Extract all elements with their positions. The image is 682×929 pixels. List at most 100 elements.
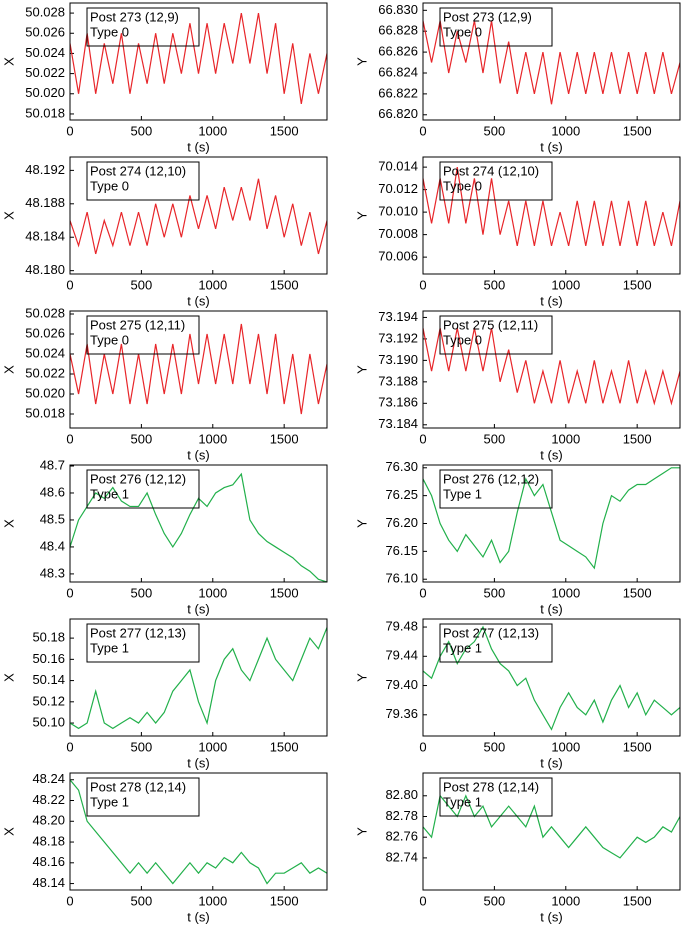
legend-text: Type 0 [443, 332, 482, 347]
x-tick-label: 500 [131, 123, 153, 138]
legend-text: Post 274 (12,10) [443, 163, 539, 178]
y-tick-label: 79.40 [385, 677, 418, 692]
legend-box [86, 623, 200, 663]
y-tick-label: 48.180 [25, 262, 65, 277]
legend-text: Type 1 [443, 486, 482, 501]
x-tick-label: 0 [66, 893, 73, 908]
y-tick-label: 73.184 [378, 416, 418, 431]
panel: 0 500 1000 1500 48.180 48.184 48.188 48.192 t (s… [1, 156, 328, 308]
legend-text: Type 0 [90, 178, 129, 193]
y-axis-label: Y [354, 519, 369, 528]
x-axis-label: t (s) [540, 601, 562, 616]
x-tick-label: 1000 [551, 585, 580, 600]
x-axis-label: t (s) [540, 293, 562, 308]
y-tick-label: 48.18 [32, 833, 65, 848]
x-tick-label: 0 [66, 739, 73, 754]
y-tick-label: 82.80 [385, 787, 418, 802]
x-tick-label: 500 [484, 739, 506, 754]
x-tick-label: 500 [484, 431, 506, 446]
legend-text: Type 1 [443, 640, 482, 655]
x-tick-label: 500 [484, 893, 506, 908]
x-tick-label: 1500 [623, 739, 652, 754]
x-tick-label: 1500 [623, 277, 652, 292]
x-tick-label: 500 [131, 893, 153, 908]
legend-box [86, 7, 200, 47]
x-tick-label: 0 [419, 585, 426, 600]
y-axis-label: X [1, 673, 16, 682]
y-tick-label: 48.184 [25, 229, 65, 244]
y-axis-label: X [1, 827, 16, 836]
y-tick-label: 73.194 [378, 309, 418, 324]
panel: 0 500 1000 1500 50.018 50.020 50.022 50.024 50.0… [1, 2, 328, 154]
y-tick-label: 66.828 [378, 23, 418, 38]
x-tick-label: 1500 [270, 739, 299, 754]
x-tick-label: 1500 [270, 585, 299, 600]
x-tick-label: 1000 [198, 123, 227, 138]
panel: 0 500 1000 1500 50.018 50.020 50.022 50.024 50.0… [1, 305, 328, 462]
y-tick-label: 48.188 [25, 195, 65, 210]
x-tick-label: 0 [66, 585, 73, 600]
plot-frame [69, 618, 328, 737]
x-tick-label: 500 [131, 585, 153, 600]
y-tick-label: 48.16 [32, 854, 65, 869]
plot-frame [69, 464, 328, 583]
x-tick-label: 1000 [551, 739, 580, 754]
y-tick-label: 79.36 [385, 706, 418, 721]
y-tick-label: 50.024 [25, 345, 65, 360]
legend-box [439, 623, 553, 663]
x-tick-label: 1500 [270, 123, 299, 138]
y-tick-label: 50.022 [25, 65, 65, 80]
x-axis-label: t (s) [540, 909, 562, 924]
panel: 0 500 1000 1500 76.10 76.15 76.20 76.25 76.30 t (… [354, 459, 681, 616]
x-tick-label: 0 [66, 123, 73, 138]
x-tick-label: 0 [66, 431, 73, 446]
y-tick-label: 50.020 [25, 385, 65, 400]
plot-frame [422, 772, 681, 891]
legend-text: Post 273 (12,9) [90, 9, 179, 24]
legend-box [86, 315, 200, 355]
y-tick-label: 66.820 [378, 106, 418, 121]
panel: 0 500 1000 1500 79.36 79.40 79.44 79.48 t (s) Y Po… [354, 618, 681, 770]
y-tick-label: 79.44 [385, 648, 418, 663]
y-tick-label: 50.12 [32, 693, 65, 708]
x-axis-label: t (s) [187, 601, 209, 616]
y-tick-label: 50.024 [25, 45, 65, 60]
y-tick-label: 50.018 [25, 105, 65, 120]
x-axis-label: t (s) [540, 755, 562, 770]
x-axis-label: t (s) [187, 755, 209, 770]
legend-text: Type 1 [443, 794, 482, 809]
plot-frame [422, 2, 681, 121]
y-tick-label: 50.10 [32, 714, 65, 729]
y-tick-label: 73.188 [378, 373, 418, 388]
y-tick-label: 48.6 [40, 484, 65, 499]
legend-text: Post 276 (12,12) [90, 471, 186, 486]
y-tick-label: 48.7 [40, 457, 65, 472]
y-axis-label: Y [354, 365, 369, 374]
plot-frame [69, 772, 328, 891]
panel: 0 500 1000 1500 48.14 48.16 48.18 48.20 48.22 48.… [1, 771, 328, 924]
y-tick-label: 73.192 [378, 330, 418, 345]
plot-frame [422, 156, 681, 275]
y-axis-label: Y [354, 827, 369, 836]
panel: 0 500 1000 1500 82.74 82.76 82.78 82.80 t (s) Y Po… [354, 772, 681, 924]
y-tick-label: 50.18 [32, 630, 65, 645]
x-tick-label: 500 [484, 123, 506, 138]
x-tick-label: 0 [419, 277, 426, 292]
panel: 0 500 1000 1500 50.10 50.12 50.14 50.16 50.18 t (… [1, 618, 328, 770]
legend-text: Type 0 [90, 332, 129, 347]
y-tick-label: 70.012 [378, 181, 418, 196]
legend-text: Post 277 (12,13) [90, 625, 186, 640]
x-tick-label: 0 [419, 431, 426, 446]
y-tick-label: 48.24 [32, 771, 65, 786]
data-line [70, 323, 327, 415]
y-tick-label: 82.78 [385, 808, 418, 823]
y-tick-label: 76.15 [385, 543, 418, 558]
x-tick-label: 1500 [623, 123, 652, 138]
y-tick-label: 50.028 [25, 305, 65, 320]
legend-text: Type 0 [443, 24, 482, 39]
x-axis-label: t (s) [187, 909, 209, 924]
legend-text: Post 276 (12,12) [443, 471, 539, 486]
data-line [423, 167, 680, 247]
data-line [423, 467, 680, 570]
panel: 0 500 1000 1500 66.820 66.822 66.824 66.826 66.8… [354, 2, 681, 154]
